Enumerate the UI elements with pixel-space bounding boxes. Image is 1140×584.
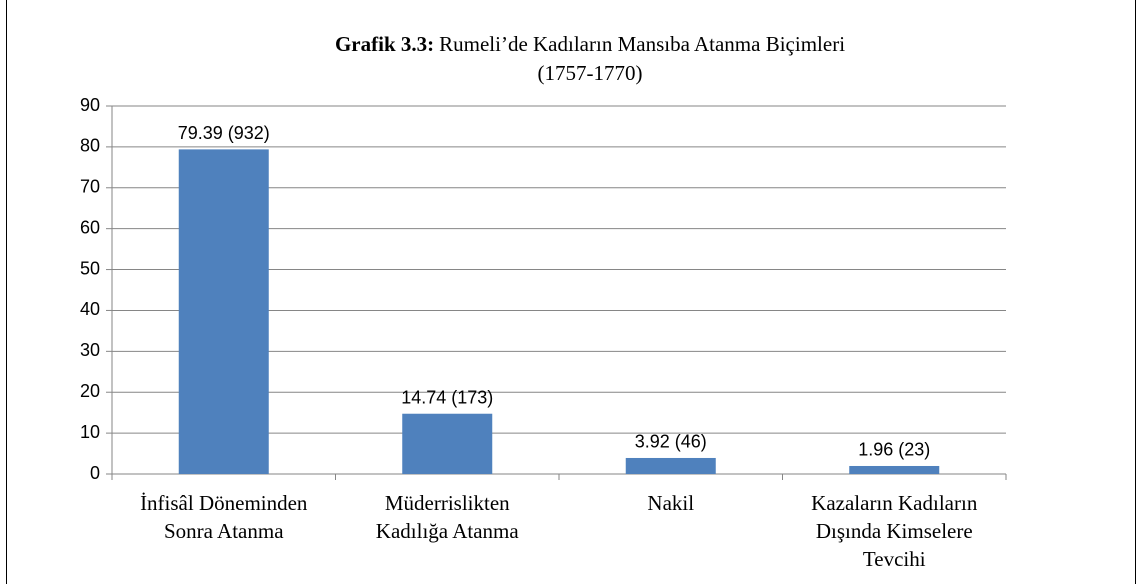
value-label: 79.39 (932) [178,123,270,143]
chart-subtitle: (1757-1770) [538,61,643,85]
y-tick-label: 80 [80,136,100,156]
x-tick-label: Dışında Kimselere [816,519,973,543]
y-tick-label: 50 [80,258,100,278]
value-label: 14.74 (173) [401,387,493,407]
x-tick-label: İnfisâl Döneminden [140,491,308,515]
value-label: 3.92 (46) [635,432,707,452]
y-tick-label: 60 [80,217,100,237]
value-label: 1.96 (23) [858,440,930,460]
y-tick-label: 30 [80,340,100,360]
chart-title: Grafik 3.3: Rumeli’de Kadıların Mansıba A… [335,32,845,56]
y-tick-label: 10 [80,422,100,442]
y-tick-label: 0 [90,463,100,483]
x-tick-label: Kadılığa Atanma [376,519,520,543]
x-tick-label: Nakil [647,491,694,515]
x-tick-label: Sonra Atanma [164,519,284,543]
y-tick-label: 20 [80,381,100,401]
bar [402,413,493,474]
y-tick-label: 90 [80,95,100,115]
bar [178,149,269,474]
x-tick-label: Tevcihi [863,547,926,571]
bar [849,465,940,474]
title-text: Rumeli’de Kadıların Mansıba Atanma Biçim… [439,32,845,56]
title-label: Grafik 3.3: [335,32,434,56]
y-tick-label: 70 [80,177,100,197]
x-tick-label: Müderrislikten [385,491,510,515]
x-tick-label: Kazaların Kadıların [811,491,978,515]
bar [625,457,716,474]
y-tick-label: 40 [80,299,100,319]
